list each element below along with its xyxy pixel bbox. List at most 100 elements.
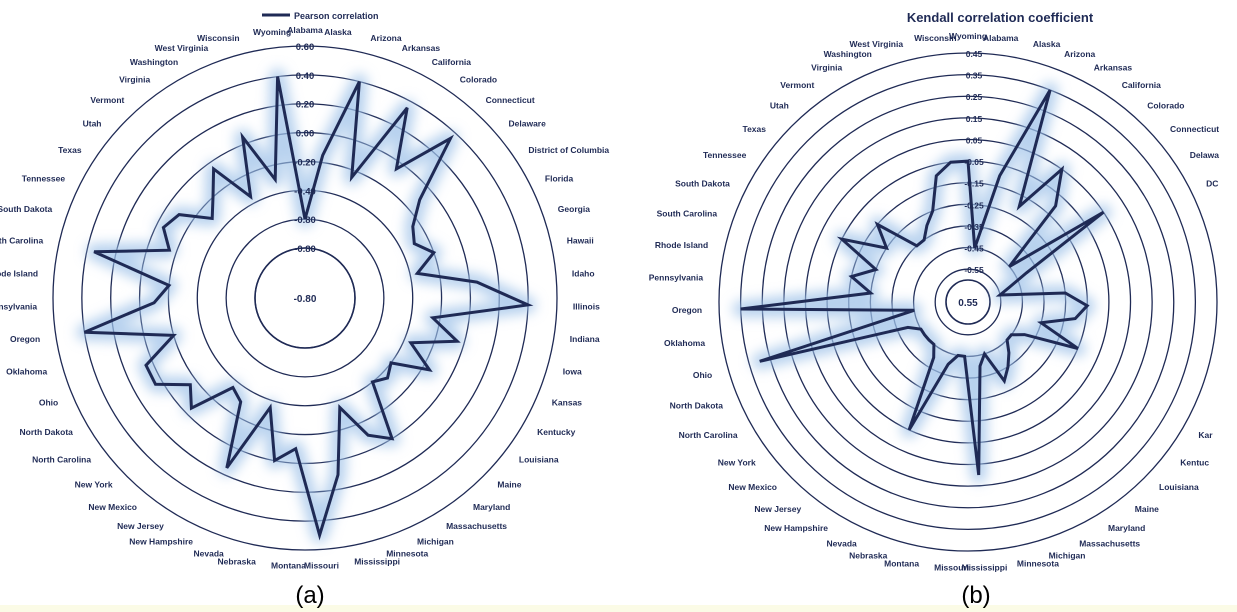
category-label-wisconsin: Wisconsin bbox=[197, 33, 239, 43]
category-label-kar: Kar bbox=[1198, 430, 1213, 440]
category-label-delawa: Delawa bbox=[1190, 150, 1220, 160]
tick-label: -0.40 bbox=[294, 186, 316, 197]
category-label-oklahoma: Oklahoma bbox=[664, 338, 705, 348]
category-label-missouri: Missouri bbox=[934, 563, 969, 573]
category-label-washington: Washington bbox=[130, 57, 178, 67]
category-label-oregon: Oregon bbox=[672, 305, 702, 315]
category-label-oregon: Oregon bbox=[10, 334, 40, 344]
tick-label: -0.80 bbox=[294, 215, 316, 226]
tick-label: -0.35 bbox=[964, 222, 984, 232]
category-label-connecticut: Connecticut bbox=[486, 95, 535, 105]
category-label-maryland: Maryland bbox=[473, 502, 510, 512]
series-group bbox=[83, 76, 534, 541]
category-label-north-dakota: North Dakota bbox=[670, 401, 724, 411]
category-label-louisiana: Louisiana bbox=[519, 455, 559, 465]
category-label-california: California bbox=[432, 57, 471, 67]
chart-caption-a: (a) bbox=[295, 582, 324, 609]
category-label-new-mexico: New Mexico bbox=[88, 502, 137, 512]
category-label-north-dakota: North Dakota bbox=[20, 427, 74, 437]
tick-label: 0.35 bbox=[966, 71, 983, 81]
grid-ring bbox=[254, 247, 356, 349]
category-label-wyoming: Wyoming bbox=[253, 27, 291, 37]
category-label-connecticut: Connecticut bbox=[1170, 124, 1219, 134]
grid-ring bbox=[718, 52, 1218, 552]
category-label-montana: Montana bbox=[271, 561, 306, 571]
category-label-alabama: Alabama bbox=[287, 25, 323, 35]
category-label-nevada: Nevada bbox=[827, 539, 858, 549]
category-label-virginia: Virginia bbox=[119, 74, 150, 84]
tick-label: -0.55 bbox=[964, 265, 984, 275]
category-label-new-hampshire: New Hampshire bbox=[764, 523, 828, 533]
category-label-montana: Montana bbox=[884, 559, 919, 569]
category-label-arizona: Arizona bbox=[1064, 49, 1095, 59]
category-label-kansas: Kansas bbox=[552, 398, 583, 408]
category-label-oklahoma: Oklahoma bbox=[6, 366, 47, 376]
grid-ring bbox=[52, 45, 558, 551]
category-label-texas: Texas bbox=[743, 124, 767, 134]
series-glow bbox=[76, 68, 536, 544]
category-label-mississippi: Mississippi bbox=[354, 556, 400, 566]
category-label-mississippi: Mississippi bbox=[961, 563, 1007, 573]
category-label-alabama: Alabama bbox=[983, 33, 1019, 43]
category-label-south-carolina: South Carolina bbox=[657, 209, 718, 219]
category-label-virginia: Virginia bbox=[811, 63, 842, 73]
category-label-maine: Maine bbox=[497, 480, 521, 490]
category-label-dc: DC bbox=[1206, 178, 1218, 188]
category-label-new-mexico: New Mexico bbox=[728, 482, 777, 492]
tick-label: -0.25 bbox=[964, 200, 984, 210]
category-label-kentucky: Kentucky bbox=[537, 427, 576, 437]
category-label-michigan: Michigan bbox=[417, 537, 454, 547]
tick-label: -0.20 bbox=[294, 157, 316, 168]
category-label-nebraska: Nebraska bbox=[218, 556, 257, 566]
category-label-vermont: Vermont bbox=[90, 95, 124, 105]
category-label-minnesota: Minnesota bbox=[386, 548, 428, 558]
category-label-tennessee: Tennessee bbox=[22, 174, 66, 184]
legend: Pearson correlation bbox=[262, 11, 379, 21]
category-label-new-york: New York bbox=[75, 480, 113, 490]
category-label-idaho: Idaho bbox=[572, 268, 595, 278]
category-label-michigan: Michigan bbox=[1049, 551, 1086, 561]
category-label-new-york: New York bbox=[718, 457, 756, 467]
category-label-pennsylvania: Pennsylvania bbox=[649, 273, 704, 283]
category-label-missouri: Missouri bbox=[304, 561, 339, 571]
category-label-ohio: Ohio bbox=[39, 398, 58, 408]
category-label-new-jersey: New Jersey bbox=[754, 504, 801, 514]
category-label-alaska: Alaska bbox=[1033, 39, 1061, 49]
bottom-band bbox=[0, 605, 1237, 612]
legend-label: Pearson correlation bbox=[294, 11, 379, 21]
chart-caption-b: (b) bbox=[961, 582, 990, 609]
category-label-washington: Washington bbox=[824, 49, 872, 59]
category-label-colorado: Colorado bbox=[1147, 100, 1184, 110]
category-label-south-dakota: South Dakota bbox=[675, 178, 730, 188]
category-label-ohio: Ohio bbox=[693, 370, 712, 380]
category-label-kentuc: Kentuc bbox=[1180, 457, 1209, 467]
center-label: 0.55 bbox=[958, 298, 978, 309]
category-label-wisconsin: Wisconsin bbox=[914, 33, 956, 43]
tick-label: 0.60 bbox=[296, 42, 315, 53]
tick-label: -0.05 bbox=[964, 157, 984, 167]
category-label-tennessee: Tennessee bbox=[703, 150, 747, 160]
tick-label: 0.15 bbox=[966, 114, 983, 124]
tick-label: 0.25 bbox=[966, 92, 983, 102]
category-label-west-virginia: West Virginia bbox=[850, 39, 904, 49]
tick-label: 0.00 bbox=[296, 129, 315, 140]
category-label-pennsylvania: Pennsylvania bbox=[0, 301, 37, 311]
category-label-california: California bbox=[1122, 80, 1161, 90]
series-line bbox=[740, 89, 1105, 476]
tick-label: -0.45 bbox=[964, 244, 984, 254]
category-label-rhode-island: Rhode Island bbox=[0, 268, 38, 278]
category-label-arkansas: Arkansas bbox=[402, 43, 441, 53]
category-label-iowa: Iowa bbox=[563, 366, 582, 376]
category-label-hawaii: Hawaii bbox=[567, 236, 594, 246]
category-label-south-carolina: South Carolina bbox=[0, 236, 43, 246]
category-label-utah: Utah bbox=[770, 100, 789, 110]
category-label-wyoming: Wyoming bbox=[949, 31, 987, 41]
category-label-north-carolina: North Carolina bbox=[679, 430, 738, 440]
category-label-west-virginia: West Virginia bbox=[155, 43, 209, 53]
category-label-vermont: Vermont bbox=[780, 80, 814, 90]
category-label-florida: Florida bbox=[545, 174, 574, 184]
category-label-massachusetts: Massachusetts bbox=[446, 521, 507, 531]
